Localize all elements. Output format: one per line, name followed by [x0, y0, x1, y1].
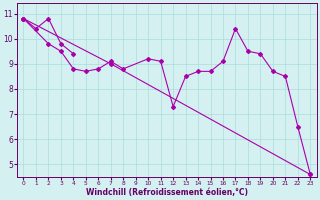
X-axis label: Windchill (Refroidissement éolien,°C): Windchill (Refroidissement éolien,°C)	[86, 188, 248, 197]
